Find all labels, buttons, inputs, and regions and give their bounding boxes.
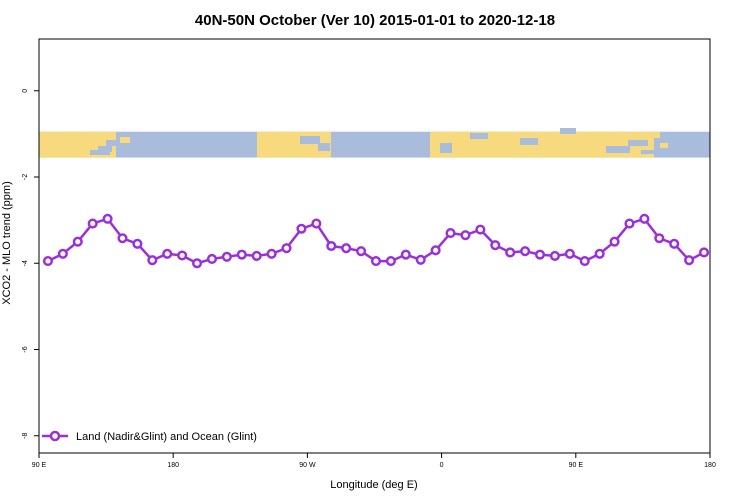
data-point-0-30 xyxy=(490,240,501,251)
data-point-0-34 xyxy=(549,250,560,261)
y-tick-label-4: -8 xyxy=(22,433,29,439)
map-island-0 xyxy=(120,137,130,143)
data-point-0-6 xyxy=(132,238,143,249)
data-point-0-40 xyxy=(639,213,650,224)
data-point-0-39 xyxy=(624,218,635,229)
data-point-0-16 xyxy=(281,243,292,254)
map-coast-10 xyxy=(628,140,648,146)
data-point-0-14 xyxy=(251,250,262,261)
data-point-0-20 xyxy=(341,243,352,254)
data-point-0-29 xyxy=(475,224,486,235)
data-point-0-28 xyxy=(460,230,471,241)
map-land-2 xyxy=(430,131,654,158)
x-tick-label-5: 180 xyxy=(704,462,716,469)
x-tick-label-3: 0 xyxy=(440,462,444,469)
data-point-0-31 xyxy=(505,247,516,258)
legend: Land (Nadir&Glint) and Ocean (Glint) xyxy=(42,430,257,443)
data-point-0-8 xyxy=(162,248,173,259)
data-point-0-32 xyxy=(520,246,531,257)
map-coast-7 xyxy=(520,138,538,145)
map-coast-9 xyxy=(606,146,630,153)
map-island-1 xyxy=(258,145,270,150)
x-tick-label-4: 90 E xyxy=(569,462,584,469)
x-axis-label: Longitude (deg E) xyxy=(330,479,417,491)
data-point-0-13 xyxy=(236,249,247,260)
y-tick-label-2: -4 xyxy=(22,260,29,266)
data-point-0-21 xyxy=(356,246,367,257)
plot-frame xyxy=(38,38,711,454)
data-point-0-25 xyxy=(415,254,426,265)
x-axis: 90 E 180 90 W 0 90 E 180 xyxy=(32,453,716,469)
map-island-3 xyxy=(660,143,668,148)
data-point-0-2 xyxy=(72,236,83,247)
data-point-0-37 xyxy=(594,248,605,259)
data-point-0-12 xyxy=(221,251,232,262)
data-point-0-10 xyxy=(192,258,203,269)
data-point-0-0 xyxy=(42,256,53,267)
map-coast-1 xyxy=(98,146,112,152)
data-point-0-7 xyxy=(147,255,158,266)
data-point-0-41 xyxy=(654,233,665,244)
map-coast-5 xyxy=(440,143,452,153)
data-point-0-11 xyxy=(206,253,218,264)
map-coast-11 xyxy=(641,150,656,154)
y-axis: 0 -2 -4 -6 -8 xyxy=(22,89,39,439)
data-point-0-33 xyxy=(534,249,546,260)
map-coast-2 xyxy=(106,140,116,146)
data-point-0-42 xyxy=(669,238,680,249)
x-tick-label-2: 90 W xyxy=(299,462,316,469)
data-point-0-36 xyxy=(579,256,590,267)
data-point-0-1 xyxy=(57,248,68,259)
data-point-0-43 xyxy=(684,255,695,266)
data-point-0-17 xyxy=(296,223,307,234)
chart-title: 40N-50N October (Ver 10) 2015-01-01 to 2… xyxy=(195,12,555,29)
data-point-0-44 xyxy=(698,247,710,258)
data-point-0-4 xyxy=(102,213,113,224)
map-coast-6 xyxy=(470,133,488,139)
data-point-0-26 xyxy=(430,245,441,256)
series-layer xyxy=(42,213,710,269)
data-point-0-18 xyxy=(311,218,322,229)
map-island-2 xyxy=(652,132,660,138)
y-tick-label-3: -6 xyxy=(22,346,29,352)
data-point-0-5 xyxy=(117,233,128,244)
data-point-0-27 xyxy=(445,228,456,239)
map-coast-3 xyxy=(300,136,320,144)
legend-marker xyxy=(49,430,61,442)
data-point-0-9 xyxy=(177,250,188,261)
data-point-0-22 xyxy=(370,256,382,267)
map-coast-0 xyxy=(90,150,110,155)
x-tick-label-1: 180 xyxy=(167,462,179,469)
data-point-0-15 xyxy=(266,248,277,259)
data-point-0-19 xyxy=(326,240,337,252)
y-tick-label-0: 0 xyxy=(22,89,29,93)
world-map-strip xyxy=(39,128,710,158)
data-point-0-23 xyxy=(385,256,396,267)
map-coast-4 xyxy=(318,143,330,151)
data-point-0-3 xyxy=(87,218,98,229)
y-axis-label: XCO2 - MLO trend (ppm) xyxy=(1,181,13,304)
y-tick-label-1: -2 xyxy=(22,174,29,180)
map-coast-8 xyxy=(560,128,576,134)
data-point-0-24 xyxy=(400,249,411,260)
data-point-0-35 xyxy=(564,248,575,259)
x-tick-label-0: 90 E xyxy=(32,462,47,469)
data-point-0-38 xyxy=(609,236,620,247)
legend-label: Land (Nadir&Glint) and Ocean (Glint) xyxy=(76,431,257,443)
